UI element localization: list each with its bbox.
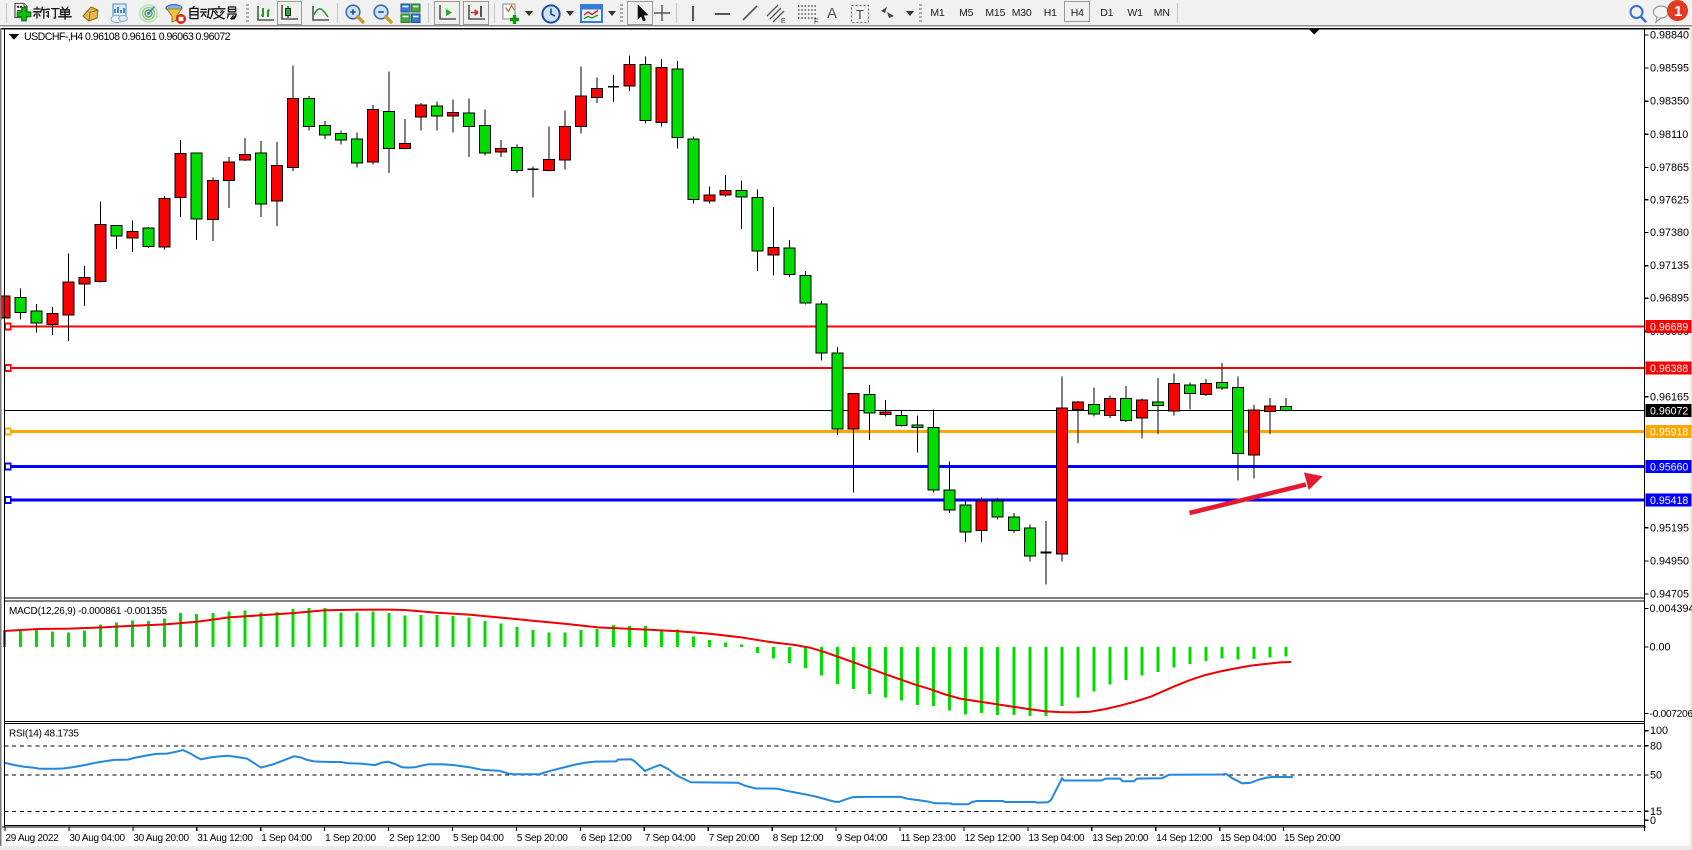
svg-text:0.98840: 0.98840 [1650, 29, 1689, 41]
svg-text:5 Sep 04:00: 5 Sep 04:00 [453, 833, 504, 844]
svg-text:0.96895: 0.96895 [1650, 293, 1689, 305]
svg-text:11 Sep 23:00: 11 Sep 23:00 [901, 833, 957, 844]
svg-text:0.96165: 0.96165 [1650, 391, 1689, 403]
svg-text:13 Sep 04:00: 13 Sep 04:00 [1028, 833, 1085, 844]
svg-text:13 Sep 20:00: 13 Sep 20:00 [1092, 833, 1149, 844]
svg-text:9 Sep 04:00: 9 Sep 04:00 [837, 833, 888, 844]
svg-text:1 Sep 20:00: 1 Sep 20:00 [325, 833, 376, 844]
svg-text:100: 100 [1650, 725, 1668, 737]
svg-text:30 Aug 20:00: 30 Aug 20:00 [133, 833, 189, 844]
svg-text:31 Aug 12:00: 31 Aug 12:00 [197, 833, 253, 844]
svg-text:0.96689: 0.96689 [1650, 321, 1688, 333]
svg-text:0.95918: 0.95918 [1650, 426, 1688, 438]
svg-text:6 Sep 12:00: 6 Sep 12:00 [581, 833, 632, 844]
svg-text:T: T [856, 7, 864, 22]
svg-text:0.97380: 0.97380 [1650, 227, 1689, 239]
svg-text:0.95195: 0.95195 [1650, 522, 1689, 534]
svg-text:7 Sep 04:00: 7 Sep 04:00 [645, 833, 696, 844]
svg-text:15 Sep 04:00: 15 Sep 04:00 [1220, 833, 1277, 844]
svg-text:0.004394: 0.004394 [1650, 603, 1692, 615]
svg-text:RSI(14) 48.1735: RSI(14) 48.1735 [9, 729, 79, 740]
svg-text:0.96388: 0.96388 [1650, 363, 1688, 375]
svg-text:0.96072: 0.96072 [1650, 405, 1688, 417]
svg-text:1 Sep 04:00: 1 Sep 04:00 [261, 833, 312, 844]
svg-text:8 Sep 12:00: 8 Sep 12:00 [773, 833, 824, 844]
svg-text:12 Sep 12:00: 12 Sep 12:00 [965, 833, 1022, 844]
svg-text:MACD(12,26,9) -0.000861 -0.001: MACD(12,26,9) -0.000861 -0.001355 [9, 606, 168, 617]
svg-text:E: E [781, 18, 786, 25]
svg-text:29 Aug 2022: 29 Aug 2022 [6, 833, 60, 844]
svg-text:15: 15 [1650, 806, 1662, 818]
svg-text:0.97865: 0.97865 [1650, 162, 1689, 174]
svg-text:0.98595: 0.98595 [1650, 63, 1689, 75]
svg-text:-0.007206: -0.007206 [1650, 709, 1692, 720]
svg-text:0.00: 0.00 [1650, 642, 1671, 654]
svg-text:F: F [814, 17, 819, 25]
svg-text:0.97625: 0.97625 [1650, 194, 1689, 206]
svg-text:0.98110: 0.98110 [1650, 129, 1688, 141]
svg-text:0.95418: 0.95418 [1650, 495, 1688, 507]
svg-text:USDCHF-,H4 0.96108 0.96161 0.: USDCHF-,H4 0.96108 0.96161 0.96063 0.960… [24, 31, 231, 43]
svg-text:2 Sep 12:00: 2 Sep 12:00 [389, 833, 440, 844]
svg-text:30 Aug 04:00: 30 Aug 04:00 [69, 833, 125, 844]
svg-text:14 Sep 12:00: 14 Sep 12:00 [1156, 833, 1213, 844]
svg-text:0.94705: 0.94705 [1650, 589, 1689, 601]
svg-text:5 Sep 20:00: 5 Sep 20:00 [517, 833, 568, 844]
svg-text:0: 0 [1650, 815, 1656, 827]
svg-text:80: 80 [1650, 740, 1662, 752]
svg-text:15 Sep 20:00: 15 Sep 20:00 [1284, 833, 1341, 844]
svg-text:7 Sep 20:00: 7 Sep 20:00 [709, 833, 760, 844]
svg-text:0.94950: 0.94950 [1650, 555, 1689, 567]
svg-text:50: 50 [1650, 769, 1662, 781]
svg-text:0.95660: 0.95660 [1650, 461, 1688, 473]
svg-text:0.97135: 0.97135 [1650, 260, 1689, 272]
svg-text:0.98350: 0.98350 [1650, 96, 1689, 108]
